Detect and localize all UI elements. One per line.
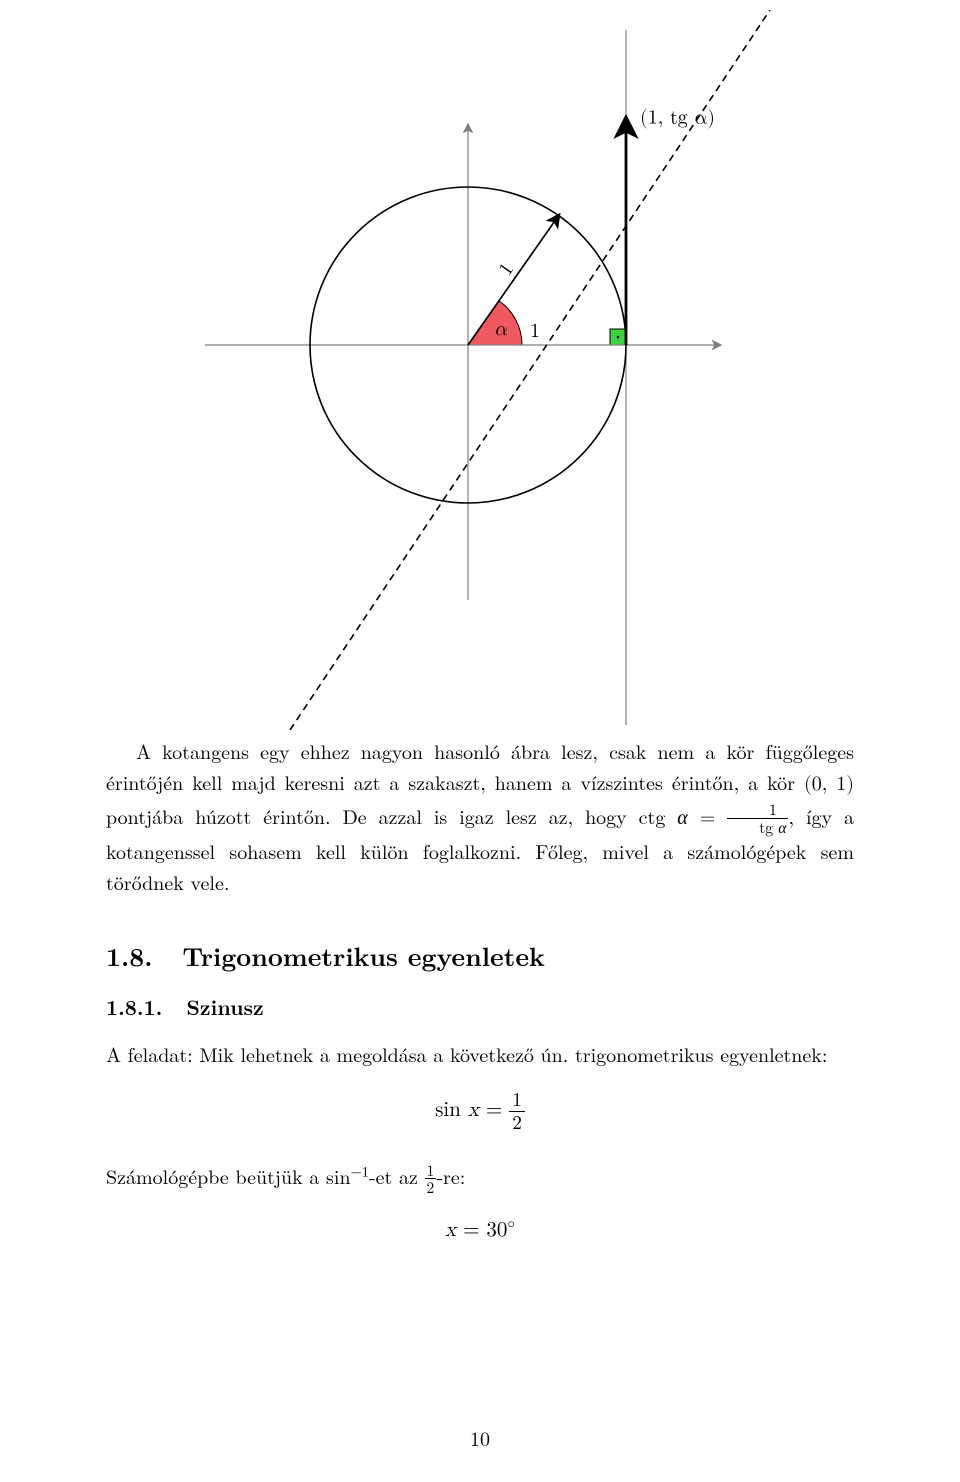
paragraph-calculator: Számológépbe beütjük a sin−1-et az 12-re…	[0, 1160, 960, 1195]
paragraph-cotangent: A kotangens egy ehhez nagyon hasonló ábr…	[0, 735, 960, 897]
inline-fraction: 1tg α	[727, 801, 788, 835]
svg-text:α: α	[494, 319, 508, 339]
subsection-heading: 1.8.1. Szinusz	[0, 992, 960, 1022]
subsection-number: 1.8.1.	[106, 992, 162, 1022]
text: =	[688, 801, 727, 830]
eq-var: x	[468, 1100, 479, 1121]
text: -et az	[369, 1161, 425, 1190]
fraction-denominator: tg α	[727, 819, 788, 835]
eq-lhs: sin	[435, 1100, 468, 1121]
text: -re:	[436, 1161, 465, 1190]
text: A kotangens egy ehhez nagyon hasonló ábr…	[106, 736, 854, 796]
svg-text:1: 1	[495, 260, 517, 280]
inline-math: (0, 1)	[804, 774, 854, 794]
unit-circle-diagram: (1, tg α) α 1 1	[160, 10, 800, 730]
fraction-numerator: 1	[509, 1089, 525, 1112]
text: pontjába húzott érintőn. De azzal is iga…	[106, 801, 677, 830]
subsection-title: Szinusz	[186, 992, 263, 1022]
alpha-symbol: α	[677, 801, 688, 830]
figure: (1, tg α) α 1 1	[160, 0, 800, 735]
eq-var: x	[445, 1220, 456, 1241]
eq-body: = 30	[456, 1220, 507, 1241]
text: A feladat: Mik lehetnek a megoldása a kö…	[106, 1039, 827, 1068]
degree-symbol: ◦	[507, 1216, 515, 1231]
text: Számológépbe beütjük a sin	[106, 1161, 351, 1190]
eq-fraction: 12	[509, 1089, 525, 1134]
page: (1, tg α) α 1 1 A kotangens egy ehhez nagyo…	[0, 0, 960, 1482]
superscript: −1	[351, 1162, 369, 1182]
paragraph-task: A feladat: Mik lehetnek a megoldása a kö…	[0, 1038, 960, 1069]
fraction-denominator: 2	[425, 1179, 437, 1195]
svg-text:(1, tg α): (1, tg α)	[640, 107, 715, 128]
svg-text:1: 1	[530, 321, 540, 341]
eq-eq: =	[479, 1100, 509, 1121]
equation-sinx: sin x = 12	[0, 1089, 960, 1134]
section-number: 1.8.	[106, 937, 153, 974]
equation-x30: x = 30◦	[0, 1215, 960, 1243]
section-heading: 1.8. Trigonometrikus egyenletek	[0, 937, 960, 974]
inline-fraction: 12	[425, 1162, 437, 1196]
fraction-denominator: 2	[509, 1112, 525, 1134]
section-title: Trigonometrikus egyenletek	[182, 937, 544, 974]
page-number: 10	[0, 1423, 960, 1452]
